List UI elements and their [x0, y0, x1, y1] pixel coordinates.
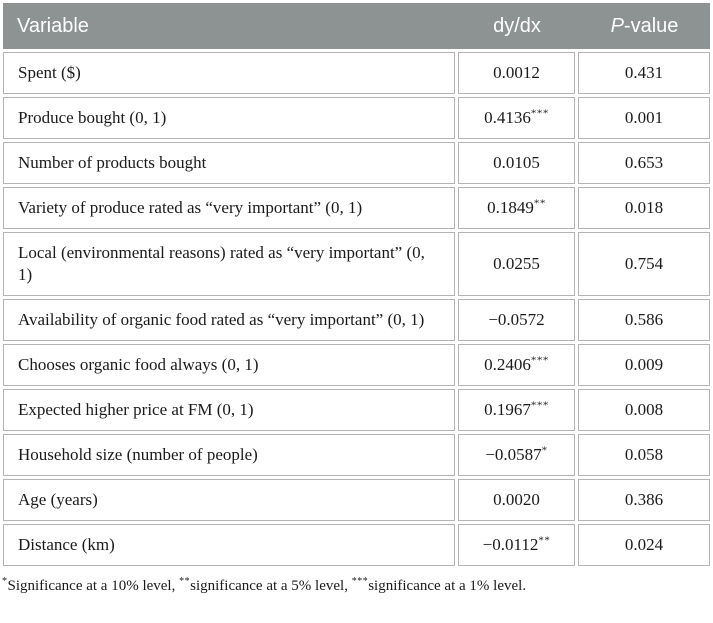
- footnote-text: significance at a 5% level,: [190, 578, 352, 594]
- dydx-value: 0.4136: [484, 108, 531, 127]
- table-header: Variable dy/dx P-value: [3, 3, 710, 49]
- significance-stars: *: [541, 444, 548, 457]
- dydx-value: 0.1849: [487, 198, 534, 217]
- pvalue-cell: 0.009: [578, 344, 710, 386]
- table-row: Produce bought (0, 1) 0.4136*** 0.001: [3, 97, 710, 139]
- dydx-cell: 0.0020: [458, 479, 575, 521]
- footnote-stars: ***: [351, 576, 369, 587]
- dydx-cell: 0.0012: [458, 52, 575, 94]
- pvalue-cell: 0.754: [578, 232, 710, 296]
- significance-footnote: *Significance at a 10% level, **signific…: [2, 576, 711, 596]
- variable-cell: Local (environmental reasons) rated as “…: [3, 232, 455, 296]
- pvalue-cell: 0.058: [578, 434, 710, 476]
- table-row: Age (years) 0.0020 0.386: [3, 479, 710, 521]
- significance-stars: **: [538, 534, 551, 547]
- dydx-value: 0.0020: [493, 490, 540, 509]
- footnote-stars: **: [179, 576, 191, 587]
- dydx-value: 0.1967: [484, 400, 531, 419]
- dydx-cell: −0.0587*: [458, 434, 575, 476]
- column-header-variable: Variable: [3, 3, 455, 49]
- variable-cell: Variety of produce rated as “very import…: [3, 187, 455, 229]
- header-row: Variable dy/dx P-value: [3, 3, 710, 49]
- dydx-value: −0.0572: [488, 310, 545, 329]
- variable-cell: Household size (number of people): [3, 434, 455, 476]
- significance-stars: ***: [530, 107, 549, 120]
- variable-cell: Age (years): [3, 479, 455, 521]
- pvalue-italic-p: P: [610, 15, 624, 37]
- pvalue-cell: 0.008: [578, 389, 710, 431]
- dydx-cell: −0.0112**: [458, 524, 575, 566]
- dydx-cell: 0.2406***: [458, 344, 575, 386]
- variable-cell: Expected higher price at FM (0, 1): [3, 389, 455, 431]
- significance-stars: **: [533, 197, 546, 210]
- column-header-pvalue: P-value: [575, 3, 710, 49]
- dydx-value: 0.2406: [484, 355, 531, 374]
- variable-cell: Number of products bought: [3, 142, 455, 184]
- table-row: Spent ($) 0.0012 0.431: [3, 52, 710, 94]
- pvalue-cell: 0.653: [578, 142, 710, 184]
- dydx-cell: 0.0105: [458, 142, 575, 184]
- pvalue-rest: -value: [623, 15, 679, 37]
- column-header-dydx: dy/dx: [455, 3, 575, 49]
- variable-cell: Distance (km): [3, 524, 455, 566]
- footnote-stars: *: [2, 576, 8, 587]
- dydx-cell: 0.1967***: [458, 389, 575, 431]
- significance-stars: ***: [530, 399, 549, 412]
- table-row: Number of products bought 0.0105 0.653: [3, 142, 710, 184]
- footnote-text: Significance at a 10% level,: [7, 578, 180, 594]
- dydx-value: −0.0587: [485, 445, 542, 464]
- variable-cell: Produce bought (0, 1): [3, 97, 455, 139]
- variable-cell: Chooses organic food always (0, 1): [3, 344, 455, 386]
- dydx-cell: −0.0572: [458, 299, 575, 341]
- results-table: Variable dy/dx P-value Spent ($) 0.0012 …: [3, 3, 710, 566]
- pvalue-cell: 0.001: [578, 97, 710, 139]
- dydx-cell: 0.4136***: [458, 97, 575, 139]
- table-row: Chooses organic food always (0, 1) 0.240…: [3, 344, 710, 386]
- dydx-value: 0.0012: [493, 63, 540, 82]
- pvalue-cell: 0.431: [578, 52, 710, 94]
- dydx-value: −0.0112: [482, 535, 539, 554]
- dydx-cell: 0.1849**: [458, 187, 575, 229]
- table-row: Variety of produce rated as “very import…: [3, 187, 710, 229]
- table-row: Expected higher price at FM (0, 1) 0.196…: [3, 389, 710, 431]
- variable-cell: Availability of organic food rated as “v…: [3, 299, 455, 341]
- pvalue-cell: 0.586: [578, 299, 710, 341]
- significance-stars: ***: [530, 354, 549, 367]
- footnote-text: significance at a 1% level.: [368, 578, 527, 594]
- table-row: Local (environmental reasons) rated as “…: [3, 232, 710, 296]
- table-row: Household size (number of people) −0.058…: [3, 434, 710, 476]
- dydx-value: 0.0255: [493, 254, 540, 273]
- pvalue-cell: 0.018: [578, 187, 710, 229]
- dydx-value: 0.0105: [493, 153, 540, 172]
- pvalue-cell: 0.024: [578, 524, 710, 566]
- table-body: Spent ($) 0.0012 0.431 Produce bought (0…: [3, 52, 710, 566]
- table-row: Distance (km) −0.0112** 0.024: [3, 524, 710, 566]
- variable-cell: Spent ($): [3, 52, 455, 94]
- pvalue-cell: 0.386: [578, 479, 710, 521]
- table-row: Availability of organic food rated as “v…: [3, 299, 710, 341]
- dydx-cell: 0.0255: [458, 232, 575, 296]
